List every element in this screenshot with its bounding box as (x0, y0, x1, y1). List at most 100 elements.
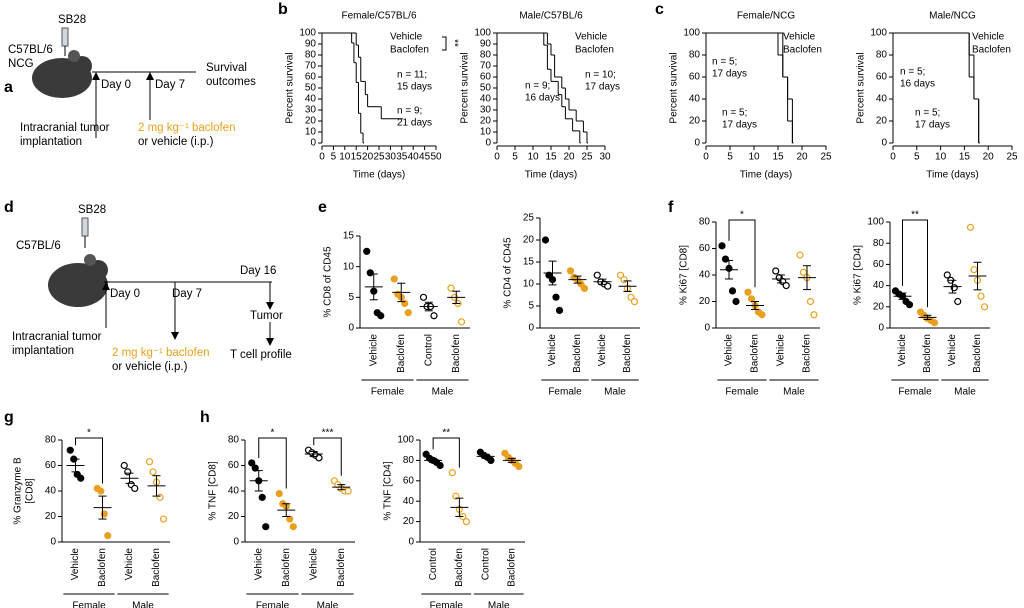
x-tick-label: Vehicle (70, 548, 81, 581)
x-tick-label: 20 (796, 152, 808, 163)
legend-entry: Baclofen (575, 45, 614, 56)
data-point (452, 492, 460, 500)
y-tick-label: 100 (683, 28, 700, 39)
data-point (970, 266, 978, 274)
data-point (566, 267, 575, 275)
data-point (732, 297, 740, 306)
legend-entry: Baclofen (783, 45, 822, 56)
legend-entry: Baclofen (972, 45, 1011, 56)
y-tick-label: 60 (403, 475, 415, 486)
arrowhead (266, 338, 274, 346)
y-tick-label: 0 (408, 537, 414, 548)
annotation: n = 9; (525, 81, 550, 92)
legend-entry: Vehicle (575, 32, 608, 43)
x-tick-label: Baclofen (507, 548, 518, 587)
x-tick-label: Baclofen (572, 334, 583, 373)
x-tick-label: Vehicle (124, 548, 135, 581)
y-tick-label: 20 (480, 116, 492, 127)
x-tick-label: Control (423, 334, 434, 366)
y-axis-label: % Ki67 [CD8] (679, 245, 690, 305)
data-point (377, 312, 385, 320)
tumor: Intracranial tumor (12, 331, 102, 343)
significance-bracket (902, 219, 928, 308)
data-point (541, 236, 550, 244)
x-axis-label: Time (days) (353, 170, 405, 181)
x-tick-label: 5 (512, 152, 518, 163)
panel-label: e (318, 199, 327, 216)
panel-label: d (4, 199, 14, 216)
data-point (131, 484, 139, 493)
annotation: 17 days (722, 120, 757, 131)
outcome: Survival (206, 62, 247, 74)
data-point (555, 306, 564, 314)
significance: * (87, 428, 91, 439)
y-tick-label: 20 (523, 235, 535, 246)
x-tick-label: Baclofen (336, 548, 347, 587)
annotation: 16 days (900, 79, 935, 90)
significance: * (271, 428, 275, 439)
x-tick-label: 0 (494, 152, 500, 163)
x-tick-label: Baclofen (281, 548, 292, 587)
significance-bracket (728, 219, 756, 288)
data-point (390, 275, 398, 283)
y-tick-label: 60 (305, 72, 317, 83)
y-tick-label: 0 (233, 537, 239, 548)
y-tick-label: 70 (305, 61, 317, 72)
x-tick-label: 5 (331, 152, 337, 163)
group-label: Female (725, 387, 759, 398)
vehicle: or vehicle (i.p.) (138, 136, 214, 148)
data-point (980, 303, 989, 311)
y-tick-label: 20 (876, 116, 888, 127)
vehicle: or vehicle (i.p.) (112, 361, 188, 373)
data-point (728, 287, 737, 295)
y-tick-label: 0 (348, 323, 354, 334)
legend-entry: Vehicle (390, 32, 423, 43)
y-tick-label: 100 (870, 28, 887, 39)
tumor: implantation (20, 136, 82, 148)
data-point (120, 461, 128, 470)
y-tick-label: 20 (689, 116, 701, 127)
panel-label: g (4, 409, 14, 426)
y-tick-label: 0 (485, 138, 491, 149)
annotation: 17 days (712, 69, 747, 80)
group-label: Female (430, 601, 464, 608)
x-tick-label: 40 (408, 152, 420, 163)
y-tick-label: 40 (689, 94, 701, 105)
x-axis-label: Time (days) (740, 170, 792, 181)
x-tick-label: 20 (983, 152, 995, 163)
y-tick-label: 40 (403, 496, 415, 507)
chart-title: Female/NCG (737, 11, 796, 22)
annotation: n = 5; (900, 67, 925, 78)
x-tick-label: Control (480, 548, 491, 580)
y-axis-label: % CD8 of CD45 (323, 246, 334, 318)
annotation: n = 5; (915, 108, 940, 119)
data-point (104, 532, 112, 540)
x-tick-label: 20 (563, 152, 575, 163)
x-tick-label: Baclofen (97, 548, 108, 587)
strain: C57BL/6 (8, 44, 53, 56)
y-tick-label: 60 (45, 460, 57, 471)
x-tick-label: 15 (545, 152, 557, 163)
annotation: 17 days (915, 120, 950, 131)
mouse-ear (68, 50, 80, 62)
significance: * (740, 210, 744, 221)
data-point (758, 311, 766, 319)
data-point (943, 271, 951, 279)
syringe (81, 217, 89, 237)
group-label: Male (132, 601, 154, 608)
panel-label: a (4, 79, 13, 96)
data-point (149, 468, 157, 476)
y-tick-label: 60 (876, 72, 888, 83)
significance: ** (442, 428, 450, 439)
annotation: 17 days (585, 82, 620, 93)
x-axis-label: Time (days) (926, 170, 978, 181)
legend-entry: Baclofen (390, 45, 429, 56)
chart-title: Male/C57BL/6 (519, 11, 583, 22)
x-tick-label: 0 (890, 152, 896, 163)
data-point (552, 293, 560, 301)
y-tick-label: 20 (305, 116, 317, 127)
data-point (718, 242, 726, 250)
x-tick-label: 45 (419, 152, 431, 163)
y-tick-label: 80 (689, 50, 701, 61)
